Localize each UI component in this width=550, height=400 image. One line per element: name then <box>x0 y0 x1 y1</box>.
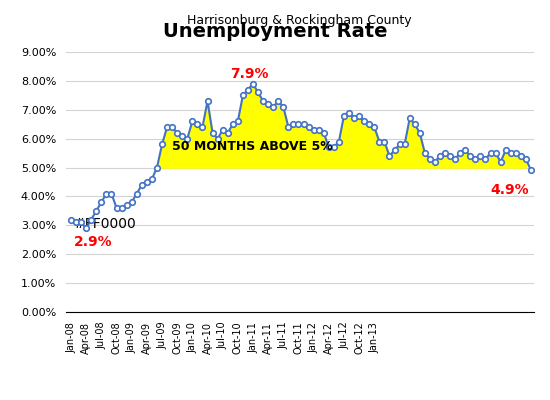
Point <box>501 147 510 154</box>
Point <box>127 199 136 206</box>
Title: Harrisonburg & Rockingham County: Harrisonburg & Rockingham County <box>188 14 412 27</box>
Point <box>279 104 288 110</box>
Point <box>107 190 116 197</box>
Point <box>355 112 364 119</box>
Point <box>486 150 495 156</box>
Point <box>334 138 343 145</box>
Point <box>112 205 121 211</box>
Point <box>446 153 454 159</box>
Point <box>142 179 151 185</box>
Point <box>410 121 419 128</box>
Point <box>436 153 444 159</box>
Point <box>466 153 475 159</box>
Point <box>67 216 75 223</box>
Point <box>299 121 308 128</box>
Point <box>274 98 283 104</box>
Point <box>147 176 156 182</box>
Point <box>516 153 525 159</box>
Point <box>491 150 500 156</box>
Point <box>471 156 480 162</box>
Point <box>415 130 424 136</box>
Text: 4.9%: 4.9% <box>491 182 529 196</box>
Point <box>117 205 126 211</box>
Point <box>456 150 465 156</box>
Point <box>173 130 182 136</box>
Point <box>309 127 318 133</box>
Point <box>451 156 460 162</box>
Point <box>72 219 80 226</box>
Point <box>183 136 192 142</box>
Point <box>102 190 111 197</box>
Point <box>163 124 172 130</box>
Point <box>269 104 278 110</box>
Point <box>507 150 515 156</box>
Point <box>390 147 399 154</box>
Point <box>395 141 404 148</box>
Point <box>314 127 323 133</box>
Point <box>133 190 141 197</box>
Text: Unemployment Rate: Unemployment Rate <box>163 22 387 41</box>
Point <box>304 124 313 130</box>
Point <box>244 86 252 93</box>
Point <box>400 141 409 148</box>
Point <box>521 156 530 162</box>
Point <box>208 130 217 136</box>
Point <box>158 141 167 148</box>
Point <box>339 112 348 119</box>
Point <box>345 110 354 116</box>
Point <box>198 124 207 130</box>
Point <box>420 150 429 156</box>
Point <box>350 115 359 122</box>
Text: 50 MONTHS ABOVE 5%: 50 MONTHS ABOVE 5% <box>172 140 333 153</box>
Point <box>239 92 248 98</box>
Point <box>228 121 237 128</box>
Point <box>320 130 328 136</box>
Point <box>249 80 257 87</box>
Point <box>178 132 186 139</box>
Point <box>223 130 232 136</box>
Point <box>138 182 146 188</box>
Point <box>233 118 242 124</box>
Point <box>294 121 303 128</box>
Point <box>441 150 449 156</box>
Point <box>431 158 439 165</box>
Point <box>481 156 490 162</box>
Point <box>193 121 202 128</box>
Text: #FF0000: #FF0000 <box>74 217 136 231</box>
Point <box>380 138 389 145</box>
Point <box>122 202 131 208</box>
Text: 2.9%: 2.9% <box>74 234 112 248</box>
Point <box>213 136 222 142</box>
Point <box>203 98 212 104</box>
Point <box>264 101 273 107</box>
Point <box>512 150 520 156</box>
Point <box>77 219 86 226</box>
Point <box>254 89 262 96</box>
Point <box>324 144 333 150</box>
Point <box>152 164 161 171</box>
Point <box>405 115 414 122</box>
Point <box>258 98 267 104</box>
Point <box>461 147 470 154</box>
Point <box>426 156 434 162</box>
Point <box>87 216 96 223</box>
Point <box>526 167 535 174</box>
Point <box>284 124 293 130</box>
Point <box>188 118 197 124</box>
Point <box>375 138 384 145</box>
Text: 7.9%: 7.9% <box>230 67 269 81</box>
Point <box>97 199 106 206</box>
Point <box>385 153 394 159</box>
Point <box>218 127 227 133</box>
Point <box>365 121 373 128</box>
Point <box>370 124 379 130</box>
Point <box>92 208 101 214</box>
Point <box>496 158 505 165</box>
Point <box>476 153 485 159</box>
Point <box>82 225 91 232</box>
Point <box>289 121 298 128</box>
Point <box>329 144 338 150</box>
Point <box>360 118 368 124</box>
Point <box>168 124 177 130</box>
